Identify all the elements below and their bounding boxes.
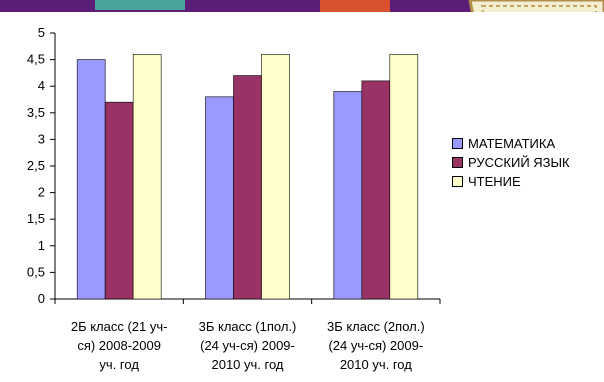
bar-2-1 <box>104 101 134 300</box>
y-tick-label: 3,5 <box>27 105 45 120</box>
legend-swatch <box>452 176 463 187</box>
legend-item: ЧТЕНИЕ <box>452 172 570 191</box>
legend-label: РУССКИЙ ЯЗЫК <box>468 154 570 170</box>
x-category-label: 3Б класс (1пол.) (24 уч-ся) 2009-2010 уч.… <box>199 319 297 372</box>
y-tick-label: 0,5 <box>27 264 45 279</box>
legend-swatch <box>452 138 463 149</box>
bar-2-2 <box>233 75 262 300</box>
chart-legend: МАТЕМАТИКА РУССКИЙ ЯЗЫК ЧТЕНИЕ <box>452 134 570 191</box>
legend-label: ЧТЕНИЕ <box>468 173 521 189</box>
bar-3-3 <box>389 53 419 300</box>
legend-item: РУССКИЙ ЯЗЫК <box>452 153 570 172</box>
bar-3-2 <box>261 53 290 300</box>
bar-1-2 <box>205 96 234 300</box>
y-tick-label: 3 <box>38 131 45 146</box>
legend-swatch <box>452 157 463 168</box>
bar-3-1 <box>132 53 162 300</box>
y-tick-label: 2 <box>38 185 45 200</box>
y-tick-label: 2,5 <box>27 158 45 173</box>
bar-2-3 <box>361 80 391 300</box>
x-category-label: 3Б класс (2пол.) (24 уч-ся) 2009-2010 уч.… <box>327 319 425 372</box>
bar-1-3 <box>333 91 363 300</box>
chart-bars <box>76 53 419 300</box>
x-category-label: 2Б класс (21 уч-ся) 2008-2009 уч. год <box>71 319 168 372</box>
legend-item: МАТЕМАТИКА <box>452 134 570 153</box>
y-tick-label: 1,5 <box>27 211 45 226</box>
decor-card <box>95 0 185 10</box>
y-tick-label: 0 <box>38 291 45 306</box>
x-axis-categories: 2Б класс (21 уч-ся) 2008-2009 уч. год 3Б к… <box>71 319 425 372</box>
y-tick-label: 5 <box>38 25 45 40</box>
legend-label: МАТЕМАТИКА <box>468 135 556 151</box>
y-tick-label: 1 <box>38 238 45 253</box>
y-tick-label: 4 <box>38 78 45 93</box>
bar-1-1 <box>76 59 106 300</box>
y-axis-ticks: 0 0,5 1 1,5 2 2,5 3 3,5 4 4,5 5 <box>27 25 55 306</box>
y-tick-label: 4,5 <box>27 52 45 67</box>
